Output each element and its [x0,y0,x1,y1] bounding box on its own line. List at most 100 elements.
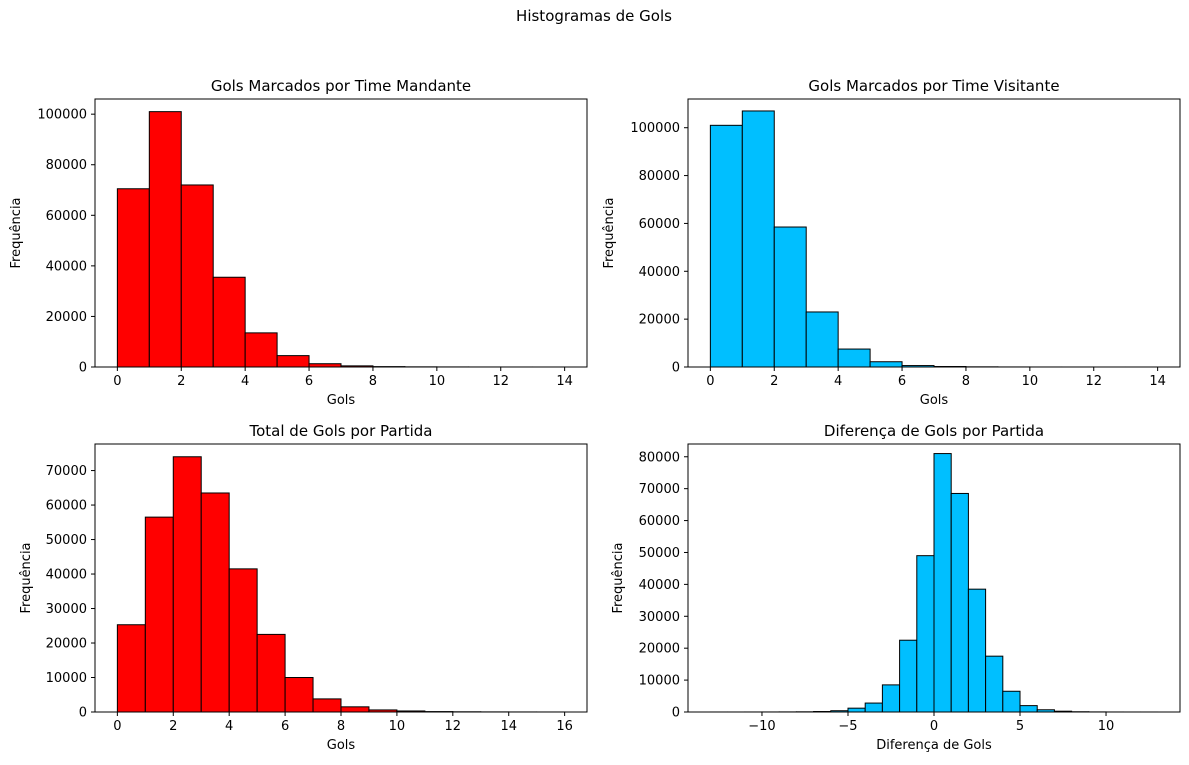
histogram-bar [899,639,918,713]
histogram-bar [180,184,214,368]
histogram-bar [1002,690,1021,713]
x-tick-label: −5 [838,719,857,734]
x-tick-label: 8 [337,719,345,734]
x-tick-label: 10 [1022,374,1039,389]
x-tick-label: 0 [113,719,121,734]
axes-frame [687,98,1181,368]
y-axis-label: Frequência [611,542,626,613]
y-tick-label: 60000 [46,209,87,224]
subplot-title: Total de Gols por Partida [249,422,433,440]
x-tick-label: 14 [1149,374,1166,389]
x-tick-label: 8 [369,374,377,389]
y-tick-label: 80000 [46,158,87,173]
subplot-title: Gols Marcados por Time Visitante [808,77,1059,95]
histogram-bar [805,311,839,368]
x-tick-label: 10 [1098,719,1115,734]
y-axis-label: Frequência [602,197,617,268]
x-tick-label: 2 [169,719,177,734]
subplot-2: 0 2 4 6 8 10 12 14 0 20000 40000 60000 80000 100000 Go… [602,77,1181,408]
y-tick-label: 30000 [639,610,680,625]
y-tick-label: 60000 [639,217,680,232]
histogram-bar [312,698,342,713]
x-axis-label: Gols [920,393,949,408]
y-axis-ticks: 0 20000 40000 60000 80000 100000 [630,121,688,376]
x-tick-label: 14 [500,719,517,734]
histogram-bar [881,684,901,713]
y-tick-label: 20000 [639,642,680,657]
y-tick-label: 80000 [639,450,680,465]
histogram-bar [244,332,278,368]
histogram-bar [985,655,1004,713]
subplot-4: −10 −5 0 5 10 0 10000 20000 30000 40000 50000 60000… [611,422,1181,753]
x-tick-label: 8 [962,374,970,389]
histogram-bar [284,677,314,713]
y-axis-label: Frequência [9,197,24,268]
x-tick-label: 12 [445,719,462,734]
y-tick-label: 20000 [46,637,87,652]
y-tick-label: 30000 [46,602,87,617]
histogram-bar [172,456,202,713]
histogram-bar [116,624,146,713]
x-axis-label: Gols [327,393,356,408]
axes-frame [94,98,588,368]
x-tick-label: 10 [429,374,446,389]
histogram-bar [276,355,310,368]
histogram-bar [869,361,903,368]
y-axis-ticks: 0 10000 20000 30000 40000 50000 60000 70000 [46,464,95,721]
subplots-grid: 0 2 4 6 8 10 12 14 0 20000 40000 60000 80000 100000 Go… [9,77,1181,753]
y-tick-label: 40000 [46,568,87,583]
y-tick-label: 80000 [639,169,680,184]
y-tick-label: 20000 [639,313,680,328]
y-tick-label: 0 [672,361,680,376]
histogram-bars [116,111,566,368]
histogram-bar [773,226,807,368]
x-tick-label: 16 [556,719,573,734]
histogram-bar [950,492,969,713]
x-tick-label: 2 [177,374,185,389]
histogram-bar [933,453,952,713]
histogram-bar [212,276,246,368]
x-tick-label: 4 [225,719,233,734]
x-axis-ticks: −10 −5 0 5 10 [748,712,1114,734]
x-tick-label: 6 [305,374,313,389]
histogram-bar [228,568,258,713]
y-tick-label: 50000 [639,546,680,561]
histogram-bar [709,124,743,368]
histogram-bar [741,110,775,368]
x-tick-label: 12 [492,374,509,389]
histogram-bar [148,111,182,368]
y-tick-label: 0 [79,706,87,721]
y-tick-label: 0 [672,706,680,721]
subplot-3: 0 2 4 6 8 10 12 14 16 0 10000 20000 30000 40000 50000 6… [19,422,588,753]
histogram-bar [864,702,883,713]
histogram-bar [116,188,150,368]
subplot-1: 0 2 4 6 8 10 12 14 0 20000 40000 60000 80000 100000 Go… [9,77,588,408]
x-axis-ticks: 0 2 4 6 8 10 12 14 [706,367,1166,389]
y-axis-label: Frequência [19,542,34,613]
x-tick-label: 14 [556,374,573,389]
y-tick-label: 40000 [639,265,680,280]
histogram-bar [1019,705,1038,713]
y-axis-ticks: 0 20000 40000 60000 80000 100000 [37,108,95,376]
y-tick-label: 100000 [37,108,87,123]
y-tick-label: 40000 [46,259,87,274]
y-tick-label: 20000 [46,310,87,325]
histogram-bar [916,555,935,713]
y-tick-label: 50000 [46,533,87,548]
x-tick-label: 10 [389,719,406,734]
x-axis-ticks: 0 2 4 6 8 10 12 14 [113,367,573,389]
x-tick-label: 2 [770,374,778,389]
histogram-bar [144,516,174,713]
histogram-bar [256,633,286,713]
x-tick-label: 4 [241,374,249,389]
x-axis-label: Gols [327,738,356,753]
histogram-bar [847,707,866,713]
x-tick-label: 4 [834,374,842,389]
x-tick-label: 6 [281,719,289,734]
x-tick-label: 12 [1085,374,1102,389]
x-tick-label: 5 [1016,719,1024,734]
histogram-bars [709,110,1159,368]
histogram-bars [116,456,566,713]
